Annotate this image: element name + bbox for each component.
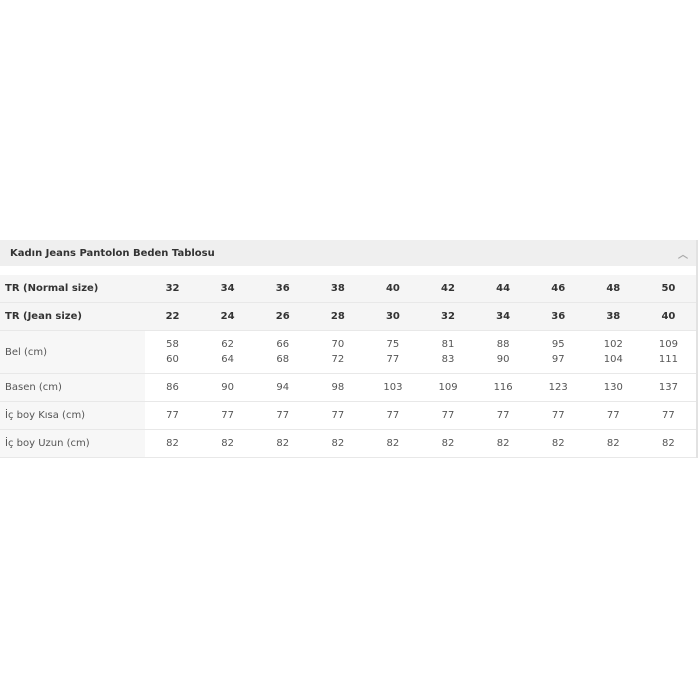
cell-value: 66 [276, 339, 290, 350]
table-cell: 40 [640, 302, 696, 331]
cell-value: 88 [496, 339, 510, 350]
table-cell: 46 [530, 275, 586, 303]
table-cell: 50 [640, 275, 696, 303]
table-cell: 109 [420, 373, 476, 402]
table-cell: 40 [365, 275, 421, 303]
table-cell: 137 [640, 373, 696, 402]
cell-value: 72 [331, 354, 345, 365]
cell-value: 64 [221, 354, 234, 365]
table-cell: 22 [145, 302, 201, 331]
table-cell: 38 [310, 275, 366, 303]
table-cell: 38 [585, 302, 641, 331]
table-cell: 95 97 [530, 330, 586, 374]
table-cell: 82 [585, 429, 641, 458]
cell-value: 104 [603, 354, 623, 365]
table-cell: 130 [585, 373, 641, 402]
table-cell: 77 [585, 401, 641, 430]
cell-value: 109 [658, 339, 678, 350]
table-row: İç boy Kısa (cm) 77 77 77 77 77 77 77 77 77 77 [0, 401, 696, 430]
table-cell: 30 [365, 302, 421, 331]
cell-value: 83 [441, 354, 455, 365]
table-cell: 77 [145, 401, 201, 430]
table-cell: 75 77 [365, 330, 421, 374]
table-cell: 82 [530, 429, 586, 458]
cell-value: 75 [386, 339, 400, 350]
table-row: TR (Normal size) 32 34 36 38 40 42 44 46 48 50 [0, 275, 696, 303]
table-cell: 32 [420, 302, 476, 331]
table-cell: 82 [640, 429, 696, 458]
cell-value: 81 [441, 339, 455, 350]
table-row: Basen (cm) 86 90 94 98 103 109 116 123 130 137 [0, 373, 696, 402]
table-row: İç boy Uzun (cm) 82 82 82 82 82 82 82 82 82 82 [0, 429, 696, 458]
table-cell: 32 [145, 275, 201, 303]
row-label: Basen (cm) [0, 373, 145, 402]
cell-value: 95 [551, 339, 565, 350]
table-cell: 70 72 [310, 330, 366, 374]
cell-value: 77 [386, 354, 400, 365]
row-label: Bel (cm) [0, 330, 145, 374]
table-cell: 42 [420, 275, 476, 303]
table-cell: 103 [365, 373, 421, 402]
table-cell: 123 [530, 373, 586, 402]
row-label: İç boy Kısa (cm) [0, 401, 145, 430]
table-row: Bel (cm) 58 60 62 64 66 68 70 72 75 77 81 83 88 90 95 97… [0, 330, 696, 374]
table-cell: 36 [530, 302, 586, 331]
table-cell: 82 [255, 429, 311, 458]
cell-value: 60 [166, 354, 179, 365]
table-cell: 48 [585, 275, 641, 303]
table-cell: 58 60 [145, 330, 201, 374]
cell-value: 58 [166, 339, 179, 350]
table-cell: 82 [145, 429, 201, 458]
size-chart-panel: Kadın Jeans Pantolon Beden Tablosu ︿ TR … [0, 240, 698, 458]
cell-value: 70 [331, 339, 345, 350]
table-cell: 34 [200, 275, 256, 303]
table-cell: 109 111 [640, 330, 696, 374]
table-cell: 28 [310, 302, 366, 331]
table-cell: 44 [475, 275, 531, 303]
table-cell: 77 [365, 401, 421, 430]
table-cell: 77 [200, 401, 256, 430]
table-cell: 88 90 [475, 330, 531, 374]
cell-value: 111 [658, 354, 678, 365]
table-cell: 66 68 [255, 330, 311, 374]
cell-value: 62 [221, 339, 234, 350]
size-table: TR (Normal size) 32 34 36 38 40 42 44 46 48 50 TR (… [0, 275, 696, 458]
table-cell: 77 [420, 401, 476, 430]
table-cell: 26 [255, 302, 311, 331]
chevron-up-icon[interactable]: ︿ [678, 249, 688, 261]
table-cell: 24 [200, 302, 256, 331]
table-cell: 34 [475, 302, 531, 331]
table-cell: 102 104 [585, 330, 641, 374]
table-cell: 81 83 [420, 330, 476, 374]
table-cell: 62 64 [200, 330, 256, 374]
table-cell: 77 [530, 401, 586, 430]
table-cell: 36 [255, 275, 311, 303]
table-cell: 77 [640, 401, 696, 430]
table-row: TR (Jean size) 22 24 26 28 30 32 34 36 38 40 [0, 302, 696, 331]
table-cell: 82 [200, 429, 256, 458]
table-cell: 98 [310, 373, 366, 402]
table-cell: 82 [420, 429, 476, 458]
row-label: İç boy Uzun (cm) [0, 429, 145, 458]
table-cell: 82 [475, 429, 531, 458]
table-cell: 90 [200, 373, 256, 402]
cell-value: 90 [496, 354, 510, 365]
table-cell: 77 [255, 401, 311, 430]
table-cell: 94 [255, 373, 311, 402]
cell-value: 68 [276, 354, 290, 365]
table-cell: 86 [145, 373, 201, 402]
table-cell: 82 [365, 429, 421, 458]
table-cell: 116 [475, 373, 531, 402]
table-cell: 77 [310, 401, 366, 430]
table-cell: 82 [310, 429, 366, 458]
cell-value: 97 [551, 354, 565, 365]
cell-value: 102 [603, 339, 623, 350]
accordion-header[interactable]: Kadın Jeans Pantolon Beden Tablosu ︿ [0, 240, 696, 266]
row-label: TR (Jean size) [0, 302, 145, 331]
row-label: TR (Normal size) [0, 275, 145, 303]
panel-title: Kadın Jeans Pantolon Beden Tablosu [10, 247, 215, 259]
table-cell: 77 [475, 401, 531, 430]
